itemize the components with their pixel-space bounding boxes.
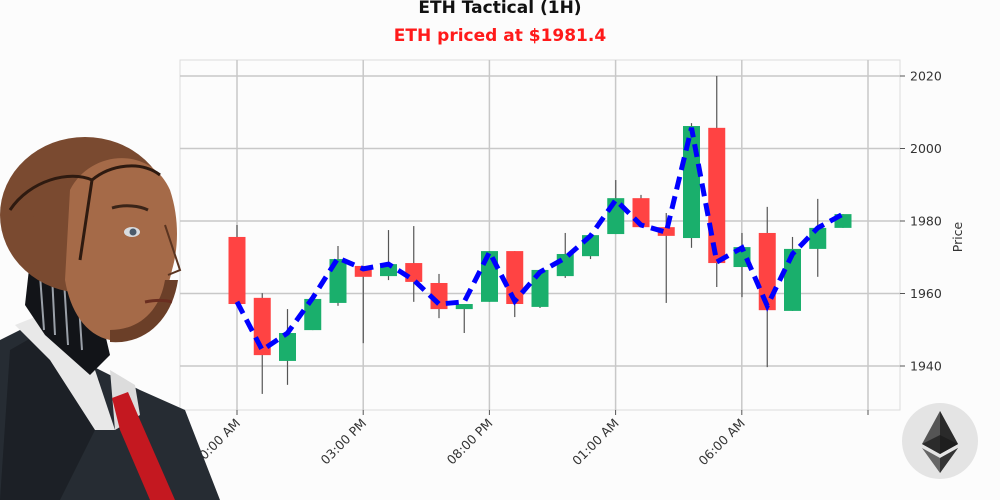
y-tick-label: 1980 <box>910 214 942 229</box>
candle-up <box>380 264 397 277</box>
candle-up <box>304 298 322 331</box>
trend-line <box>234 127 845 354</box>
candle-down <box>506 251 524 305</box>
x-axis: 10:00 AM 03:00 PM 08:00 PM 01:00 AM 06:00 AM <box>191 410 869 469</box>
candle-down <box>228 236 246 305</box>
y-axis-label: Price <box>950 221 965 252</box>
x-tick-label: 03:00 PM <box>317 416 369 468</box>
x-tick-label: 06:00 AM <box>695 416 748 469</box>
y-tick-label: 1960 <box>910 286 942 301</box>
x-tick-label: 08:00 PM <box>444 416 496 468</box>
candle-down <box>405 263 423 282</box>
candle-up <box>809 227 827 249</box>
candle-up <box>531 269 549 307</box>
candle-up <box>556 253 574 277</box>
ai-robot-businessman-image <box>0 137 220 500</box>
chart-title: ETH Tactical (1H) <box>418 0 582 18</box>
y-tick-label: 2020 <box>910 69 942 84</box>
ethereum-logo-icon <box>902 403 978 479</box>
y-tick-label: 1940 <box>910 359 942 374</box>
candle-down <box>657 227 675 236</box>
y-tick-label: 2000 <box>910 141 942 156</box>
candle-up <box>279 333 296 361</box>
grid-lines <box>180 60 900 410</box>
x-tick-label: 01:00 AM <box>569 416 622 469</box>
candle-up <box>784 248 801 311</box>
candle-up <box>455 304 473 310</box>
price-subtitle: ETH priced at $1981.4 <box>393 26 607 46</box>
y-axis: 1940 1960 1980 2000 2020 <box>900 69 942 374</box>
candle-down <box>758 232 776 311</box>
candle-up <box>329 259 347 303</box>
candle-down <box>708 127 726 264</box>
plot-area <box>179 59 901 411</box>
